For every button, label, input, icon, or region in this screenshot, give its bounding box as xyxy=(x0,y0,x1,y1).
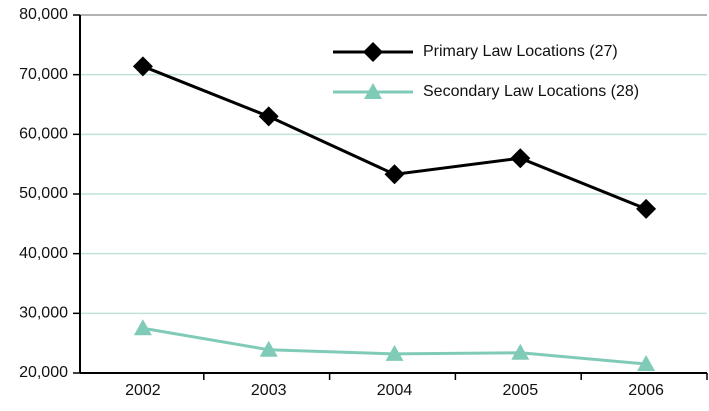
y-tick-label: 40,000 xyxy=(19,245,68,262)
point xyxy=(384,164,405,185)
x-tick-label: 2004 xyxy=(377,382,413,399)
y-tick-label: 30,000 xyxy=(19,305,68,322)
point xyxy=(258,106,279,127)
legend-label: Primary Law Locations (27) xyxy=(423,43,618,60)
point xyxy=(637,355,656,372)
legend-label: Secondary Law Locations (28) xyxy=(423,83,639,100)
y-tick-label: 20,000 xyxy=(19,364,68,381)
y-tick-label: 80,000 xyxy=(19,6,68,23)
point xyxy=(259,340,278,357)
y-tick-label: 60,000 xyxy=(19,126,68,143)
x-tick-label: 2002 xyxy=(125,382,161,399)
point xyxy=(636,198,657,219)
x-tick-label: 2006 xyxy=(628,382,664,399)
legend-marker xyxy=(363,42,383,62)
point xyxy=(132,56,153,77)
x-tick-label: 2005 xyxy=(503,382,539,399)
y-tick-label: 50,000 xyxy=(19,185,68,202)
x-tick-label: 2003 xyxy=(251,382,287,399)
legend-marker xyxy=(364,83,382,99)
point xyxy=(385,344,404,361)
point xyxy=(510,148,531,169)
y-tick-label: 70,000 xyxy=(19,66,68,83)
point xyxy=(133,319,152,336)
point xyxy=(511,343,530,360)
